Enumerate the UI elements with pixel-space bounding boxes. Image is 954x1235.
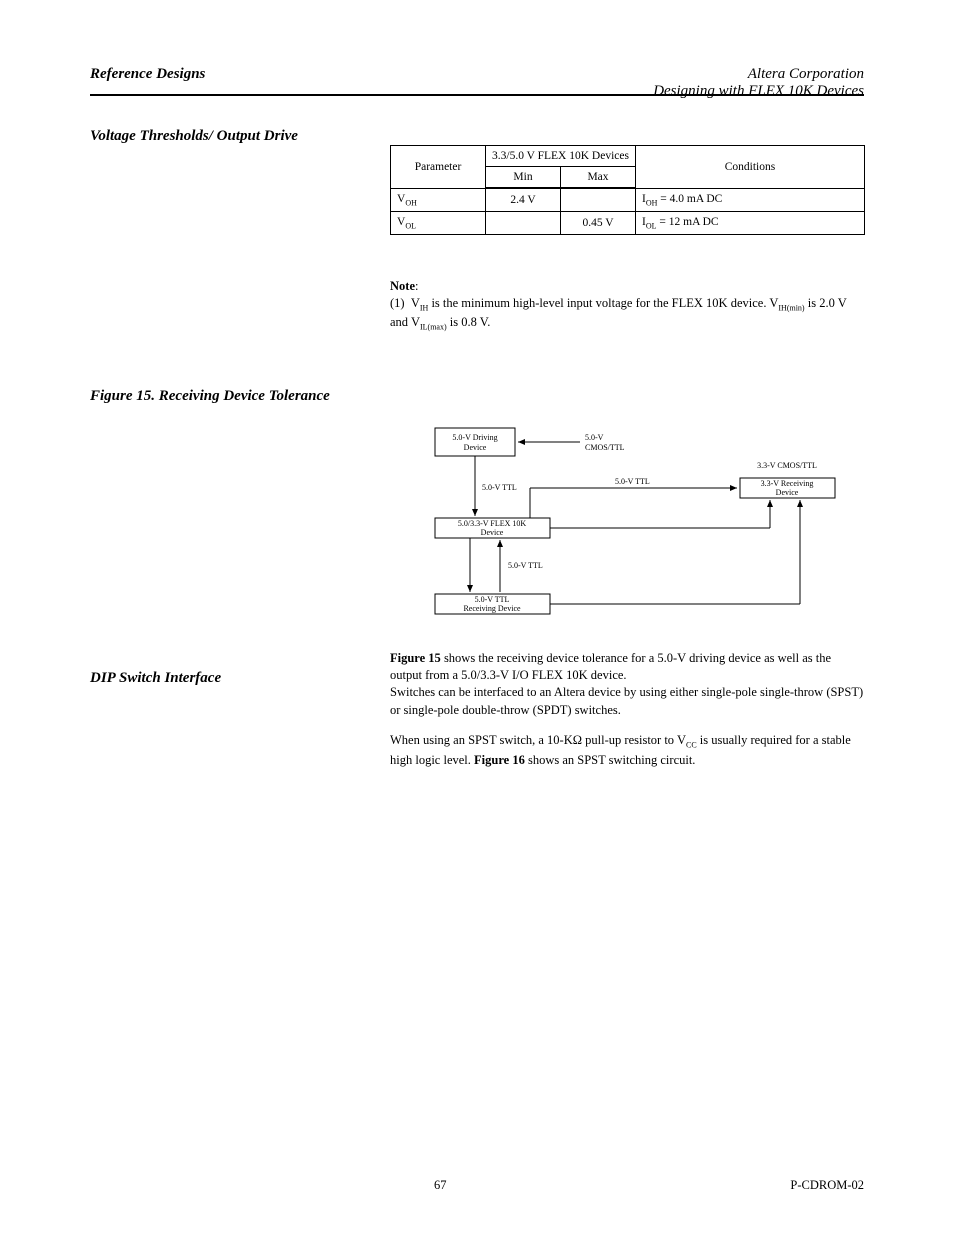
- page: Reference Designs Altera Corporation Des…: [0, 0, 954, 1235]
- doc-id: P-CDROM-02: [790, 1178, 864, 1193]
- col-max: Max: [587, 171, 608, 183]
- col-fd-group: 3.3/5.0 V FLEX 10K Devices: [492, 150, 629, 162]
- cell-min: 2.4 V: [486, 188, 561, 211]
- page-number: 67: [434, 1178, 447, 1193]
- svg-text:3.3-V CMOS/TTL: 3.3-V CMOS/TTL: [757, 461, 817, 470]
- cell-max: [561, 188, 636, 211]
- table-row: VOL 0.45 V IOL = 12 mA DC: [391, 211, 865, 234]
- col-min: Min: [513, 171, 532, 183]
- header-right-title: Altera Corporation: [748, 66, 864, 82]
- svg-text:Receiving Device: Receiving Device: [463, 604, 521, 613]
- svg-text:Device: Device: [776, 488, 799, 497]
- note-v1: 2.0 V: [819, 296, 846, 310]
- header-right-sub: Designing with FLEX 10K Devices: [653, 83, 864, 99]
- cell-min: [486, 211, 561, 234]
- svg-text:5.0-V TTL: 5.0-V TTL: [475, 595, 510, 604]
- table-note: Note: (1) VIH is the minimum high-level …: [390, 278, 865, 333]
- svg-text:5.0/3.3-V FLEX 10K: 5.0/3.3-V FLEX 10K: [458, 519, 527, 528]
- dip-switch-title: DIP Switch Interface: [90, 670, 390, 687]
- svg-text:Device: Device: [481, 528, 504, 537]
- svg-text:5.0-V TTL: 5.0-V TTL: [508, 561, 543, 570]
- note-lead: Note: [390, 279, 415, 293]
- dip-switch-body: Switches can be interfaced to an Altera …: [390, 670, 865, 782]
- figure-15-section-title: Figure 15. Receiving Device Tolerance: [90, 388, 390, 405]
- header-rule: [90, 94, 864, 96]
- figure-15: 5.0-V Driving Device 5.0-V CMOS/TTL 5.0-…: [390, 388, 865, 684]
- svg-text:5.0-V TTL: 5.0-V TTL: [482, 483, 517, 492]
- dip-paragraph-2: When using an SPST switch, a 10-KΩ pull-…: [390, 731, 865, 769]
- spec-table: Parameter 3.3/5.0 V FLEX 10K Devices Con…: [390, 145, 865, 235]
- col-conditions: Conditions: [725, 161, 775, 173]
- dip-paragraph-1: Switches can be interfaced to an Altera …: [390, 683, 865, 719]
- cell-max: 0.45 V: [561, 211, 636, 234]
- figure-15-caption-lead: Figure 15: [390, 651, 441, 665]
- table-header-row-1: Parameter 3.3/5.0 V FLEX 10K Devices Con…: [391, 146, 865, 167]
- header-product: Reference Designs: [90, 66, 205, 83]
- page-footer: 67 P-CDROM-02: [90, 1178, 864, 1193]
- svg-text:3.3-V Receiving: 3.3-V Receiving: [761, 479, 814, 488]
- svg-text:5.0-V Driving: 5.0-V Driving: [452, 433, 497, 442]
- svg-text:CMOS/TTL: CMOS/TTL: [585, 443, 625, 452]
- col-parameter: Parameter: [415, 161, 462, 173]
- note-v2: 0.8 V: [461, 315, 487, 329]
- table-row: VOH 2.4 V IOH = 4.0 mA DC: [391, 188, 865, 211]
- svg-text:5.0-V TTL: 5.0-V TTL: [615, 477, 650, 486]
- svg-text:5.0-V: 5.0-V: [585, 433, 604, 442]
- section-voltage-title: Voltage Thresholds/ Output Drive: [90, 128, 360, 145]
- svg-text:Device: Device: [464, 443, 487, 452]
- figure-15-svg: 5.0-V Driving Device 5.0-V CMOS/TTL 5.0-…: [390, 388, 865, 638]
